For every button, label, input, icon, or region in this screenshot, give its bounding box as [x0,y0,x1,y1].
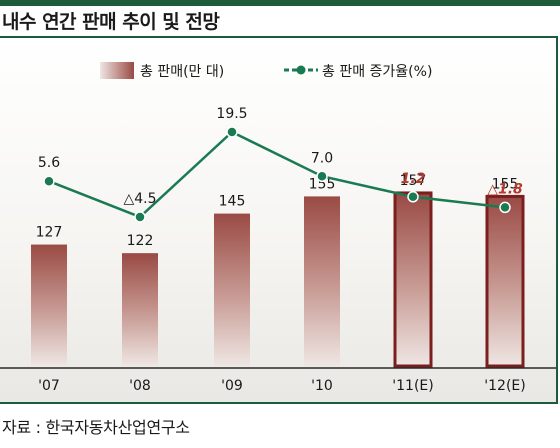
line-point-1 [134,211,146,223]
line-value-label-3: 7.0 [311,150,333,166]
line-point-5 [499,201,511,214]
bar-series [31,191,525,368]
bar-value-label-2: 145 [219,194,246,210]
line-value-label-5: △1.8 [487,181,523,197]
bar-value-label-4: 157 [400,173,427,189]
line-value-labels: 5.6 △4.5 19.5 7.0 1.2 △1.8 [38,106,523,207]
bar-1 [122,253,158,366]
line-value-label-1: △4.5 [123,191,156,207]
top-rule [0,0,560,6]
source-note: 자료 : 한국자동차산업연구소 [2,418,190,437]
chart-svg: 총 판매(만 대) 총 판매 증가율(%) 127 122 145 155 157 155… [0,62,556,394]
x-tick-label-0: '07 [38,378,60,394]
line-series [43,126,511,223]
line-value-label-2: 19.5 [216,106,247,122]
legend-bar-label: 총 판매(만 대) [140,64,224,80]
bar-3 [304,196,340,366]
bar-2 [214,213,250,366]
x-axis-tick-labels: '07 '08 '09 '10 '11(E) '12(E) [38,378,526,394]
line-point-3 [316,170,328,182]
bar-value-labels: 127 122 145 155 157 155 [36,173,519,249]
line-point-0 [43,175,55,187]
bar-value-label-5: 155 [492,176,519,192]
bar-0 [31,244,67,366]
line-point-2 [226,126,238,138]
x-tick-label-2: '09 [221,378,243,394]
chart-title: 내수 연간 판매 추이 및 전망 [2,11,220,33]
bar-value-label-0: 127 [36,225,63,241]
line-value-label-4: 1.2 [401,171,426,187]
line-point-4 [407,191,419,203]
bar-value-label-3: 155 [309,176,336,192]
legend-bar-swatch [100,62,134,79]
bar-5 [485,194,525,368]
line-path [48,130,506,219]
legend-line-label: 총 판매 증가율(%) [322,64,432,80]
legend-line-marker [296,65,306,75]
bar-4 [393,191,433,368]
line-value-label-0: 5.6 [38,155,60,171]
x-tick-label-1: '08 [129,378,151,394]
x-tick-label-4: '11(E) [392,378,433,394]
bar-value-label-1: 122 [127,233,154,249]
x-tick-label-3: '10 [311,378,333,394]
legend: 총 판매(만 대) 총 판매 증가율(%) [100,62,432,80]
chart-panel [0,36,558,404]
x-tick-label-5: '12(E) [484,378,525,394]
